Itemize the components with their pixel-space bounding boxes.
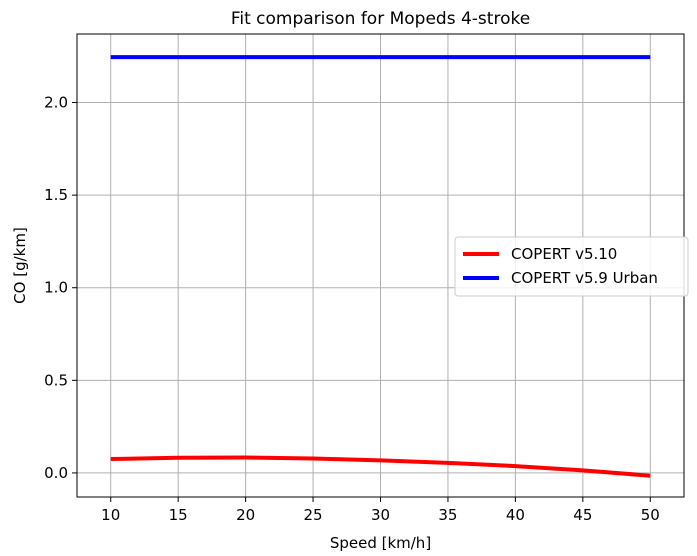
x-axis-label: Speed [km/h] [330,534,431,552]
x-tick-label: 40 [506,506,525,524]
x-tick-label: 10 [101,506,120,524]
chart-title: Fit comparison for Mopeds 4-stroke [231,9,530,29]
x-tick-label: 20 [236,506,255,524]
legend-box [454,236,689,297]
y-axis-label: CO [g/km] [11,227,29,304]
legend-label: COPERT v5.9 Urban [511,269,658,287]
legend-label: COPERT v5.10 [511,245,617,263]
legend: COPERT v5.10 COPERT v5.9 Urban [454,236,689,297]
x-tick-label: 30 [371,506,390,524]
series-line-1 [110,455,651,478]
x-tick-label: 35 [438,506,457,524]
y-tick-label: 0.0 [44,464,68,482]
x-tick-label: 45 [573,506,592,524]
y-tick-label: 1.5 [44,186,68,204]
ticks: 10 15 20 25 30 35 40 45 50 0.0 0.5 1.0 1.5 2.0 [44,94,660,524]
y-tick-label: 1.0 [44,279,68,297]
x-tick-label: 15 [169,506,188,524]
y-tick-label: 2.0 [44,94,68,112]
x-tick-label: 50 [641,506,660,524]
y-tick-label: 0.5 [44,371,68,389]
grid [77,34,684,497]
series-group [110,55,651,478]
x-tick-label: 25 [304,506,323,524]
